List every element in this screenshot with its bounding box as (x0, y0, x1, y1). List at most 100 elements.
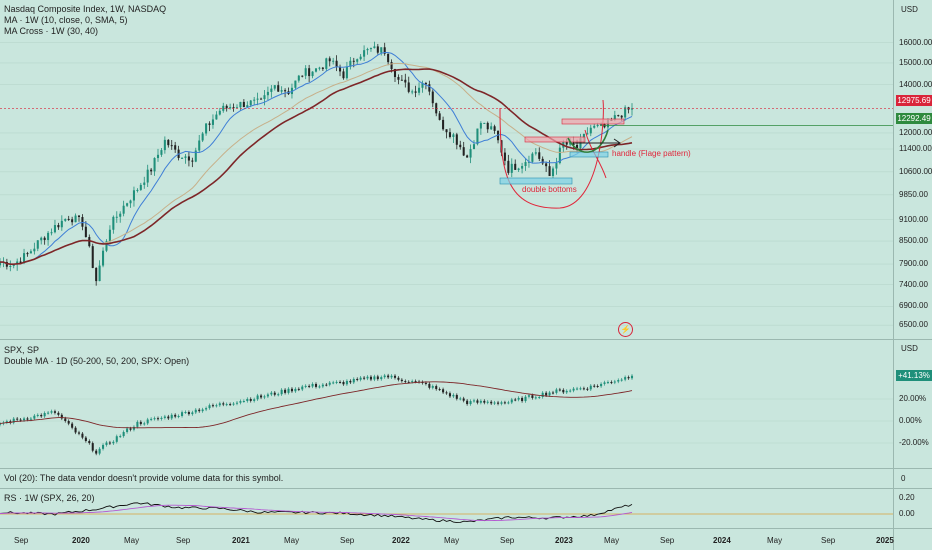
spx-candle-body (445, 392, 448, 394)
time-axis-label: 2020 (72, 536, 90, 545)
spx-candle-body (538, 397, 541, 399)
spx-tick-label: -20.00% (899, 438, 929, 447)
vol-legend[interactable]: Vol (20): The data vendor doesn't provid… (4, 473, 284, 483)
rs-legend[interactable]: RS · 1W (SPX, 26, 20) (4, 493, 95, 503)
legend-ma[interactable]: MA · 1W (10, close, 0, SMA, 5) (4, 15, 128, 25)
spx-candle-body (64, 418, 67, 421)
legend-symbol[interactable]: Nasdaq Composite Index, 1W, NASDAQ (4, 4, 167, 14)
spx-candle-body (620, 379, 623, 381)
candle-body (239, 101, 242, 108)
spx-candle-body (150, 418, 153, 420)
time-axis-label: 2021 (232, 536, 250, 545)
spx-candle-body (339, 381, 342, 383)
spx-candle-body (321, 384, 324, 387)
spx-candle-body (105, 442, 108, 445)
candle-body (81, 217, 84, 227)
candle-body (545, 163, 548, 167)
spx-value-tag: +41.13% (896, 370, 932, 381)
spx-candle-body (462, 398, 465, 401)
candle-body (277, 85, 280, 92)
candle-body (428, 84, 431, 92)
spx-candle-body (146, 419, 149, 424)
candle-body (445, 129, 448, 133)
spx-candle-body (411, 381, 414, 383)
legend-ma-cross[interactable]: MA Cross · 1W (30, 40) (4, 26, 99, 36)
candle-body (98, 265, 101, 282)
spx-candle-body (253, 399, 256, 401)
spx-candle-body (459, 398, 462, 400)
spx-candle-body (335, 381, 338, 383)
candle-body (424, 82, 427, 85)
candle-body (143, 182, 146, 185)
spx-candle-body (297, 388, 300, 390)
candle-body (404, 79, 407, 83)
spx-candle-body (486, 401, 489, 403)
spx-candle-body (229, 404, 232, 406)
candle-body (263, 95, 266, 100)
spx-candle-body (369, 376, 372, 380)
lightning-icon[interactable]: ⚡ (618, 322, 633, 337)
spx-candle-body (215, 405, 218, 407)
candle-body (60, 220, 63, 228)
candle-body (36, 240, 39, 249)
candle-body (232, 107, 235, 109)
spx-candle-body (531, 395, 534, 398)
spx-candle-body (455, 394, 458, 399)
spx-candle-body (390, 375, 393, 378)
moving-averages (0, 52, 633, 265)
main-legend[interactable]: Nasdaq Composite Index, 1W, NASDAQ MA · … (4, 4, 166, 37)
candle-body (387, 53, 390, 63)
spx-candle-body (479, 400, 482, 403)
legend-spx[interactable]: SPX, SP (4, 345, 40, 355)
price-tick-label: 9100.00 (899, 214, 928, 224)
time-axis-label: Sep (500, 536, 515, 545)
spx-legend[interactable]: SPX, SP Double MA · 1D (50-200, 50, 200,… (4, 345, 189, 367)
spx-candle-body (438, 389, 441, 391)
handle-curve (567, 129, 609, 153)
annotation-handle: handle (Flage pattern) (612, 149, 691, 158)
candle-body (431, 91, 434, 104)
candle-body (242, 101, 245, 108)
spx-candle-body (170, 414, 173, 419)
spx-candle-body (507, 402, 510, 404)
candle-body (593, 125, 596, 128)
spx-candle-body (579, 388, 582, 390)
spx-candle-body (136, 421, 139, 427)
candle-body (222, 105, 225, 111)
legend-double-ma[interactable]: Double MA · 1D (50-200, 50, 200, SPX: Op… (4, 356, 190, 366)
time-axis-label: Sep (14, 536, 29, 545)
candle-body (53, 225, 56, 233)
candle-body (524, 162, 527, 167)
spx-candle-body (160, 417, 163, 419)
candle-body (476, 128, 479, 145)
candle-body (235, 107, 239, 109)
pane-separator (0, 468, 932, 469)
spx-candle-body (40, 414, 43, 417)
spx-candle-body (139, 421, 142, 425)
candle-body (339, 66, 342, 72)
candle-body (184, 156, 187, 158)
candle-body (521, 166, 524, 169)
spx-candle-body (98, 448, 101, 454)
spx-candle-body (332, 382, 335, 384)
spx-candle-body (610, 382, 613, 384)
ma10-line (0, 52, 633, 265)
spx-candle-body (448, 393, 451, 397)
spx-ma-line (0, 381, 633, 429)
spx-candle-body (308, 385, 311, 387)
time-axis-label: Sep (821, 536, 836, 545)
candle-body (369, 48, 372, 50)
candle-body (88, 237, 91, 247)
spx-candle-body (617, 380, 620, 382)
candle-body (126, 203, 129, 206)
candle-body (64, 218, 67, 221)
spx-candle-body (304, 385, 307, 387)
spx-candle-body (606, 382, 609, 384)
spx-candle-body (242, 401, 245, 403)
candle-body (136, 189, 139, 191)
level-price-tag: 12292.49 (896, 113, 932, 124)
spx-candle-body (33, 415, 36, 419)
spx-candle-body (277, 394, 280, 396)
spx-candle-body (187, 412, 190, 415)
